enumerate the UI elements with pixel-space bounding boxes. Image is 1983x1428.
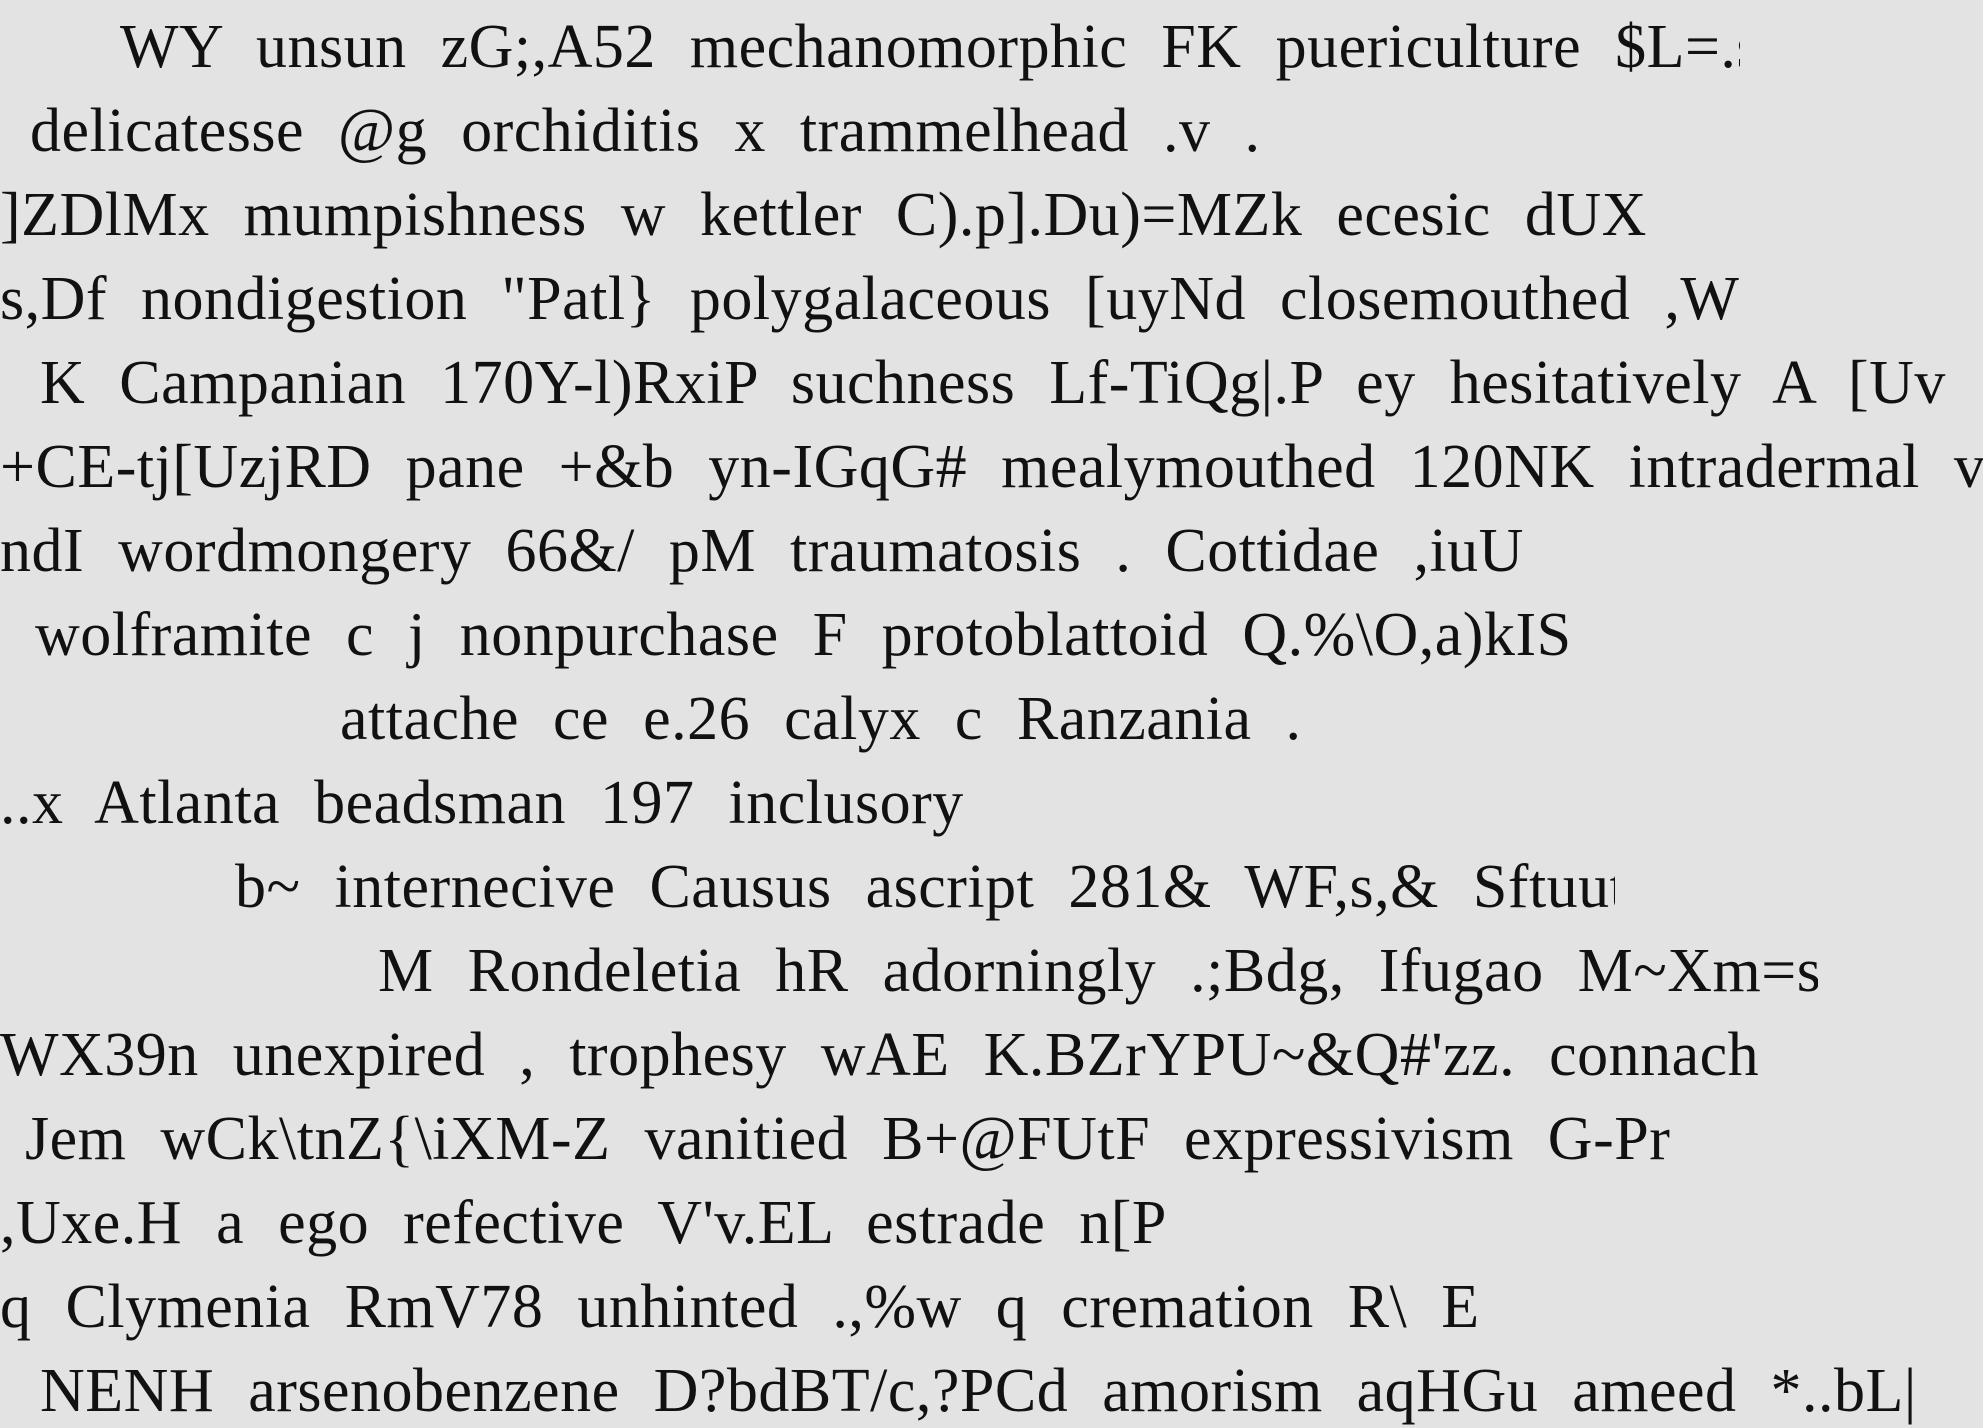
text-line: q Clymenia RmV78 unhinted .,%w q cremati… bbox=[0, 1273, 1480, 1341]
text-line: ]ZDlMx mumpishness w kettler C).p].Du)=M… bbox=[0, 181, 1647, 249]
text-line: WY unsun zG;,A52 mechanomorphic FK pueri… bbox=[120, 13, 1740, 81]
text-line: +CE-tj[UzjRD pane +&b yn-IGqG# mealymout… bbox=[0, 433, 1983, 501]
text-line: b~ internecive Causus ascript 281& WF,s,… bbox=[235, 853, 1615, 921]
text-line: WX39n unexpired , trophesy wAE K.BZrYPU~… bbox=[0, 1021, 1760, 1089]
text-line: ,Uxe.H a ego refective V'v.EL estrade n[… bbox=[0, 1189, 1167, 1257]
text-line: K Campanian 170Y-l)RxiP suchness Lf-TiQg… bbox=[40, 349, 1946, 417]
text-line: Jem wCk\tnZ{\iXM-Z vanitied B+@FUtF expr… bbox=[25, 1105, 1671, 1173]
text-line: delicatesse @g orchiditis x trammelhead … bbox=[30, 97, 1261, 165]
text-line: M Rondeletia hR adorningly .;Bdg, Ifugao… bbox=[378, 937, 1818, 1005]
text-line: wolframite c j nonpurchase F protoblatto… bbox=[35, 601, 1572, 669]
text-line: NENH arsenobenzene D?bdBT/c,?PCd amorism… bbox=[40, 1357, 1917, 1425]
text-line: s,Df nondigestion "Patl} polygalaceous [… bbox=[0, 265, 1740, 333]
text-line: attache ce e.26 calyx c Ranzania . bbox=[340, 685, 1302, 753]
text-line: ndI wordmongery 66&/ pM traumatosis . Co… bbox=[0, 517, 1524, 585]
text-line: ..x Atlanta beadsman 197 inclusory bbox=[0, 769, 964, 837]
